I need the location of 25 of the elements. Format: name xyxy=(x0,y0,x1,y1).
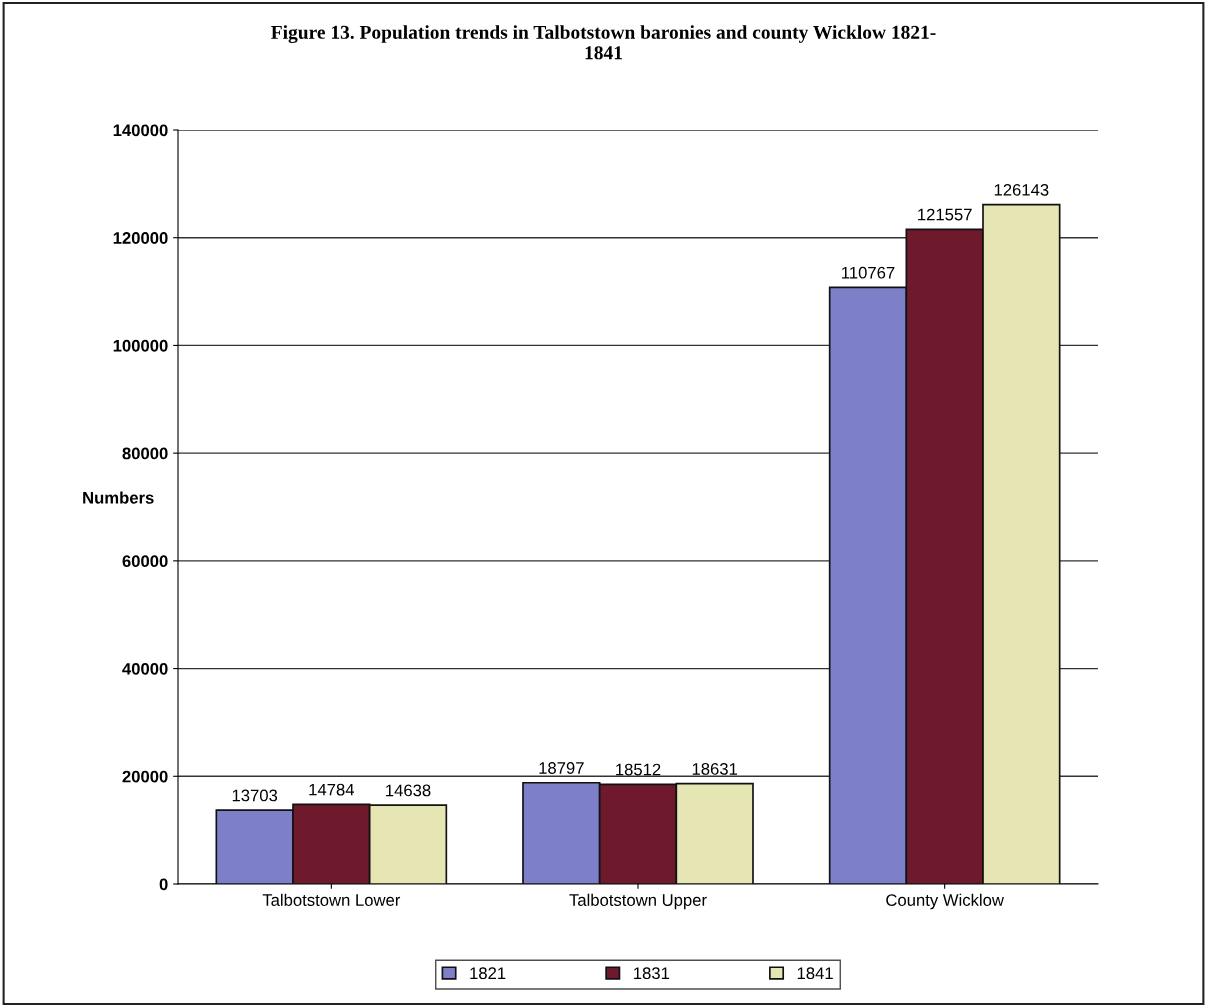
x-tick-label: Talbotstown Upper xyxy=(569,893,707,910)
y-tick-label: 40000 xyxy=(122,662,168,675)
data-label: 18797 xyxy=(539,762,584,774)
y-axis-title: Numbers xyxy=(83,491,154,504)
y-tick-label: 20000 xyxy=(122,770,168,783)
y-tick-label: 140000 xyxy=(113,124,168,137)
legend-label: 1841 xyxy=(797,967,833,980)
data-label: 121557 xyxy=(918,208,972,221)
y-tick-label: 100000 xyxy=(113,339,168,352)
x-tick-label: Talbotstown Lower xyxy=(262,893,401,906)
data-label: 13703 xyxy=(232,789,278,802)
chart-title: Figure 13. Population trends in Talbotstown baronies and county Wicklow 1821- 1841 xyxy=(271,25,936,60)
data-label: 126143 xyxy=(994,183,1049,196)
data-label: 110767 xyxy=(842,266,895,279)
y-tick-label: 0 xyxy=(159,878,168,891)
data-label: 14638 xyxy=(386,784,431,797)
x-tick-label: County Wicklow xyxy=(886,893,1004,910)
legend-label: 1821 xyxy=(470,967,506,980)
data-label: 18512 xyxy=(616,763,661,776)
legend-label: 1831 xyxy=(634,967,670,980)
data-label: 14784 xyxy=(309,783,355,796)
y-tick-label: 80000 xyxy=(122,447,168,460)
y-tick-label: 120000 xyxy=(113,232,168,244)
data-label: 18631 xyxy=(692,763,738,775)
y-tick-label: 60000 xyxy=(122,555,168,568)
